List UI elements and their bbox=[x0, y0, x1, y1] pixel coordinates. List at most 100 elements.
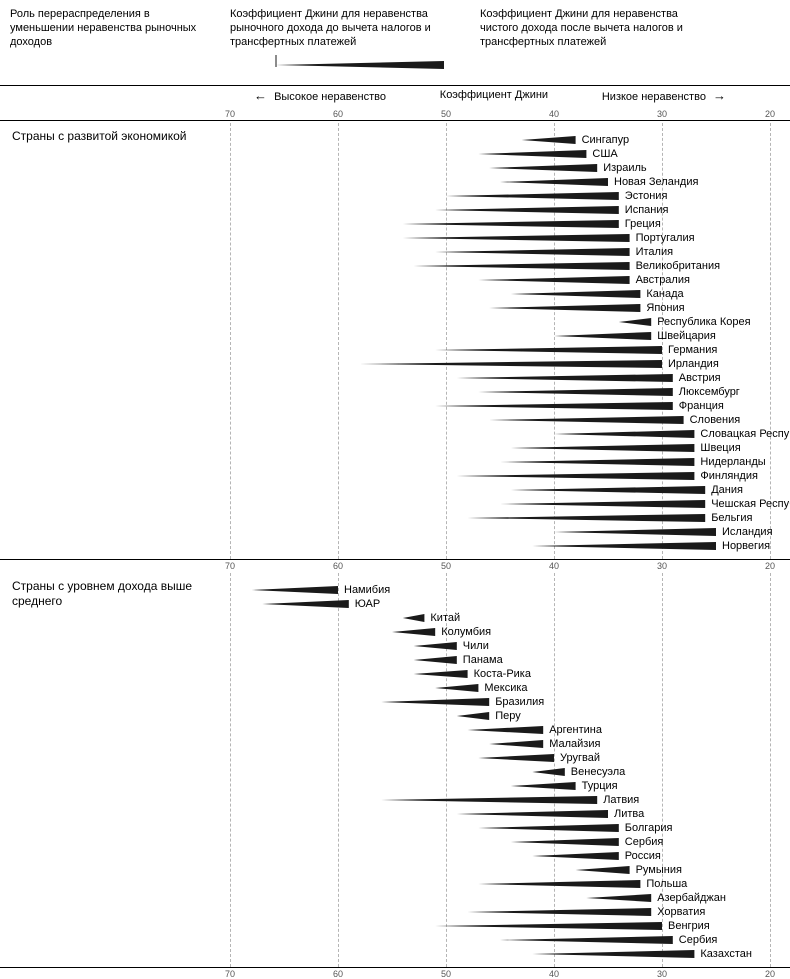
axis-tick: 40 bbox=[549, 969, 559, 979]
country-label: Хорватия bbox=[657, 905, 705, 919]
wedge bbox=[468, 908, 652, 916]
country-label: Сербия bbox=[679, 933, 718, 947]
country-label: Малайзия bbox=[549, 737, 600, 751]
country-label: Чешская Республика bbox=[711, 497, 790, 511]
header-mid: Коэффициент Джини для неравенства рыночн… bbox=[230, 8, 460, 75]
country-label: Израиль bbox=[603, 161, 646, 175]
data-row: Новая Зеландия bbox=[0, 175, 790, 189]
data-row: Китай bbox=[0, 611, 790, 625]
wedge bbox=[478, 276, 629, 284]
country-label: Великобритания bbox=[636, 259, 720, 273]
axis-tick: 60 bbox=[333, 109, 343, 119]
tick-row: 706050403020 bbox=[0, 967, 790, 979]
data-row: Франция bbox=[0, 399, 790, 413]
data-row: Венгрия bbox=[0, 919, 790, 933]
axis-center-label: Коэффициент Джини bbox=[440, 89, 548, 103]
data-row: Дания bbox=[0, 483, 790, 497]
wedge bbox=[489, 740, 543, 748]
data-row: Испания bbox=[0, 203, 790, 217]
data-row: Ирландия bbox=[0, 357, 790, 371]
country-label: Коста-Рика bbox=[474, 667, 531, 681]
wedge bbox=[554, 332, 651, 340]
data-row: Колумбия bbox=[0, 625, 790, 639]
country-label: Латвия bbox=[603, 793, 639, 807]
data-row: Нидерланды bbox=[0, 455, 790, 469]
data-row: Азербайджан bbox=[0, 891, 790, 905]
axis-tick: 30 bbox=[657, 561, 667, 571]
country-label: Чили bbox=[463, 639, 489, 653]
axis-high: ← Высокое неравенство bbox=[250, 89, 386, 103]
country-label: Венесуэла bbox=[571, 765, 625, 779]
data-row: Венесуэла bbox=[0, 765, 790, 779]
axis-tick: 40 bbox=[549, 109, 559, 119]
wedge bbox=[500, 458, 694, 466]
country-label: Словения bbox=[690, 413, 741, 427]
wedge bbox=[457, 712, 489, 720]
legend-sample bbox=[230, 55, 460, 75]
country-label: США bbox=[592, 147, 617, 161]
wedge bbox=[414, 642, 457, 650]
header-left: Роль перераспределения в уменьшении нера… bbox=[10, 8, 210, 75]
axis-tick: 60 bbox=[333, 561, 343, 571]
header-row: Роль перераспределения в уменьшении нера… bbox=[0, 0, 790, 79]
country-label: Казахстан bbox=[700, 947, 752, 961]
wedge bbox=[489, 164, 597, 172]
data-row: Словацкая Республика bbox=[0, 427, 790, 441]
axis-tick: 70 bbox=[225, 561, 235, 571]
data-row: Португалия bbox=[0, 231, 790, 245]
wedge bbox=[360, 360, 662, 368]
country-label: Ирландия bbox=[668, 357, 719, 371]
country-label: Панама bbox=[463, 653, 503, 667]
country-label: ЮАР bbox=[355, 597, 380, 611]
arrow-left-icon: ← bbox=[250, 88, 271, 103]
data-row: Германия bbox=[0, 343, 790, 357]
data-row: Эстония bbox=[0, 189, 790, 203]
wedge bbox=[403, 614, 425, 622]
country-label: Республика Корея bbox=[657, 315, 750, 329]
data-row: Латвия bbox=[0, 793, 790, 807]
data-row: Норвегия bbox=[0, 539, 790, 553]
axis-high-label: Высокое неравенство bbox=[274, 91, 386, 103]
data-row: Швеция bbox=[0, 441, 790, 455]
country-label: Словацкая Республика bbox=[700, 427, 790, 441]
wedge bbox=[576, 866, 630, 874]
wedge bbox=[489, 416, 683, 424]
axis-tick: 70 bbox=[225, 969, 235, 979]
header-right: Коэффициент Джини для неравенства чистог… bbox=[480, 8, 710, 75]
data-row: США bbox=[0, 147, 790, 161]
country-label: Сингапур bbox=[582, 133, 630, 147]
country-label: Испания bbox=[625, 203, 669, 217]
wedge bbox=[532, 542, 716, 550]
wedge bbox=[457, 374, 673, 382]
data-row: Швейцария bbox=[0, 329, 790, 343]
wedge bbox=[435, 684, 478, 692]
country-label: Швейцария bbox=[657, 329, 716, 343]
wedge bbox=[511, 290, 641, 298]
data-row: Люксембург bbox=[0, 385, 790, 399]
data-row: Чешская Республика bbox=[0, 497, 790, 511]
country-label: Австрия bbox=[679, 371, 721, 385]
axis-tick: 50 bbox=[441, 969, 451, 979]
data-row: Намибия bbox=[0, 583, 790, 597]
wedge bbox=[511, 838, 619, 846]
country-label: Бразилия bbox=[495, 695, 544, 709]
wedge bbox=[435, 346, 662, 354]
plot-area: Страны с развитой экономикойСингапурСШАИ… bbox=[0, 123, 790, 559]
country-label: Люксембург bbox=[679, 385, 740, 399]
country-label: Исландия bbox=[722, 525, 773, 539]
data-row: Австралия bbox=[0, 273, 790, 287]
data-row: Словения bbox=[0, 413, 790, 427]
wedge bbox=[478, 880, 640, 888]
country-label: Колумбия bbox=[441, 625, 491, 639]
wedge bbox=[586, 894, 651, 902]
wedge bbox=[500, 500, 705, 508]
data-row: Греция bbox=[0, 217, 790, 231]
country-label: Намибия bbox=[344, 583, 390, 597]
axis-tick: 30 bbox=[657, 109, 667, 119]
country-label: Канада bbox=[646, 287, 683, 301]
data-row: Австрия bbox=[0, 371, 790, 385]
data-row: Сербия bbox=[0, 933, 790, 947]
country-label: Япония bbox=[646, 301, 684, 315]
data-row: Италия bbox=[0, 245, 790, 259]
data-row: Уругвай bbox=[0, 751, 790, 765]
